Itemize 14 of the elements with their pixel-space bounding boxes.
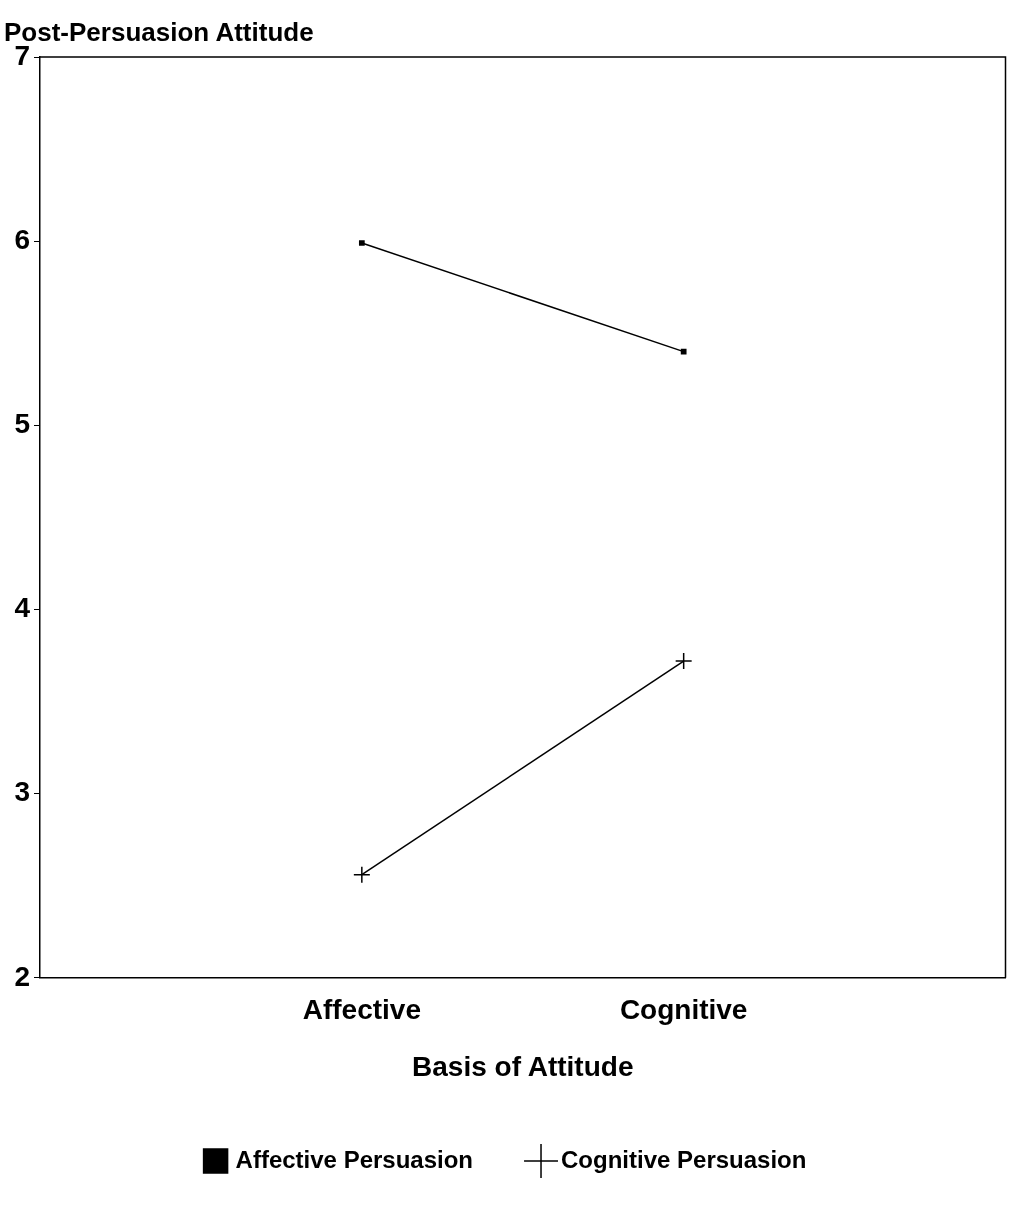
legend-label: Cognitive Persuasion (561, 1145, 807, 1173)
x-tick-label: Cognitive (619, 994, 748, 1026)
point (353, 865, 371, 884)
point (358, 240, 365, 246)
point (674, 652, 693, 670)
point (680, 348, 687, 355)
y-tick-label: 2 (14, 960, 30, 992)
y-tick-label: 5 (14, 408, 30, 440)
legend-label: Affective Persuasion (235, 1145, 474, 1173)
y-tick-label: 6 (14, 223, 30, 255)
x-tick-label: Affective (302, 994, 421, 1026)
y-tick-label: 4 (14, 592, 31, 624)
x-axis-title: Basis of Attitude (412, 1050, 634, 1082)
y-tick-label: 3 (14, 776, 30, 808)
